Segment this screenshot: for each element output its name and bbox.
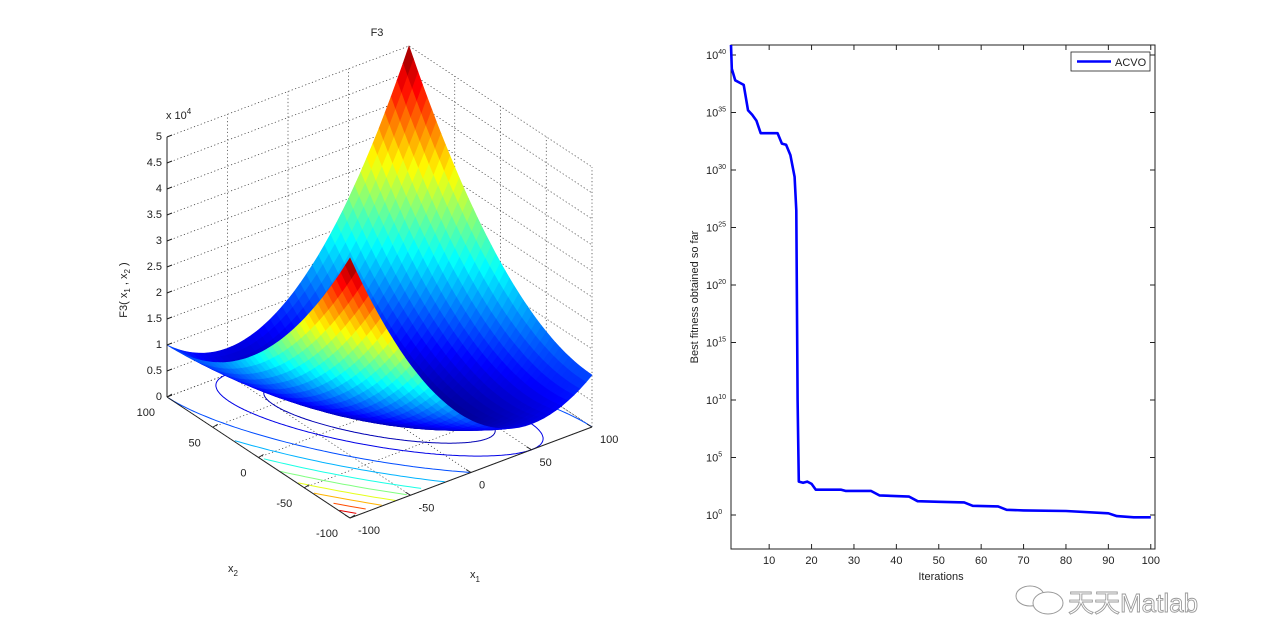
x-tick-label: 40 (890, 555, 902, 567)
contour-line (298, 483, 395, 501)
z-tick (167, 317, 172, 319)
x-tick-label: 50 (933, 555, 945, 567)
z-tick-label: 4 (156, 183, 162, 195)
plot-area (731, 45, 1155, 549)
z-tick-label: 2.5 (147, 261, 162, 273)
surface-title: F3 (371, 27, 384, 39)
y-tick-label: 1010 (706, 394, 726, 407)
z-tick-label: 0 (156, 391, 162, 403)
z-tick-label: 3 (156, 235, 162, 247)
surface-mesh (167, 46, 592, 431)
z-tick-label: 5 (156, 131, 162, 143)
x2-tick-label: 50 (189, 437, 201, 449)
x-tick-label: 100 (1142, 555, 1160, 567)
x1-tick-label: 0 (479, 480, 485, 492)
x-tick-label: 20 (805, 555, 817, 567)
x-tick-label: 60 (975, 555, 987, 567)
x1-tick-label: -100 (358, 525, 380, 537)
x1-tick-label: 50 (540, 457, 552, 469)
z-tick-label: 3.5 (147, 209, 162, 221)
y-tick-label: 1035 (706, 107, 726, 120)
x1-tick-label: -50 (419, 502, 435, 514)
z-tick (167, 265, 172, 267)
x-tick-label: 80 (1060, 555, 1072, 567)
x2-axis-label: x2 (228, 563, 239, 578)
z-tick (167, 369, 172, 371)
z-tick-label: 1.5 (147, 313, 162, 325)
z-tick (167, 291, 172, 293)
x1-axis-label: x1 (470, 569, 481, 584)
y-tick-label: 100 (706, 509, 722, 522)
z-multiplier: x 104 (166, 107, 192, 122)
x1-tick-label: 100 (600, 434, 618, 446)
z-tick-label: 0.5 (147, 365, 162, 377)
legend-label: ACVO (1115, 57, 1147, 69)
x-axis-label: Iterations (918, 571, 964, 583)
z-tick (167, 135, 172, 137)
y-tick-label: 1040 (706, 49, 726, 62)
z-tick-label: 4.5 (147, 157, 162, 169)
x-tick-label: 10 (763, 555, 775, 567)
y-tick-label: 105 (706, 452, 722, 465)
x2-tick-label: -100 (316, 528, 338, 540)
x2-tick-label: 100 (137, 407, 155, 419)
z-tick (167, 187, 172, 189)
watermark: 天天Matlab (1068, 588, 1198, 618)
x-tick-label: 30 (848, 555, 860, 567)
y-tick-label: 1015 (706, 337, 726, 350)
z-tick (167, 213, 172, 215)
wechat-icon (1016, 586, 1063, 614)
z-axis-label: F3( x1 , x2 ) (118, 262, 132, 317)
contour-line (334, 503, 366, 509)
z-tick-label: 1 (156, 339, 162, 351)
legend: ACVO (1071, 52, 1150, 71)
y-tick-label: 1030 (706, 164, 726, 177)
contour-line (314, 493, 382, 505)
z-tick-label: 2 (156, 287, 162, 299)
x-tick-label: 70 (1017, 555, 1029, 567)
x1-tick (587, 424, 592, 427)
x2-tick-label: -50 (276, 498, 292, 510)
z-tick (167, 161, 172, 163)
x1-tick (527, 447, 532, 450)
y-tick-label: 1020 (706, 279, 726, 292)
z-tick (167, 343, 172, 345)
surface-plot: F3 0 0.5 1 1.5 2 2.5 3 3.5 4 4.5 5 -100 -50 0 50 100 -10… (118, 27, 618, 584)
y-axis-label: Best fitness obtained so far (689, 230, 701, 363)
x1-tick (345, 515, 350, 518)
y-tick-label: 1025 (706, 222, 726, 235)
x2-tick-label: 0 (240, 468, 246, 480)
z-tick (167, 239, 172, 241)
x-tick-label: 90 (1102, 555, 1114, 567)
